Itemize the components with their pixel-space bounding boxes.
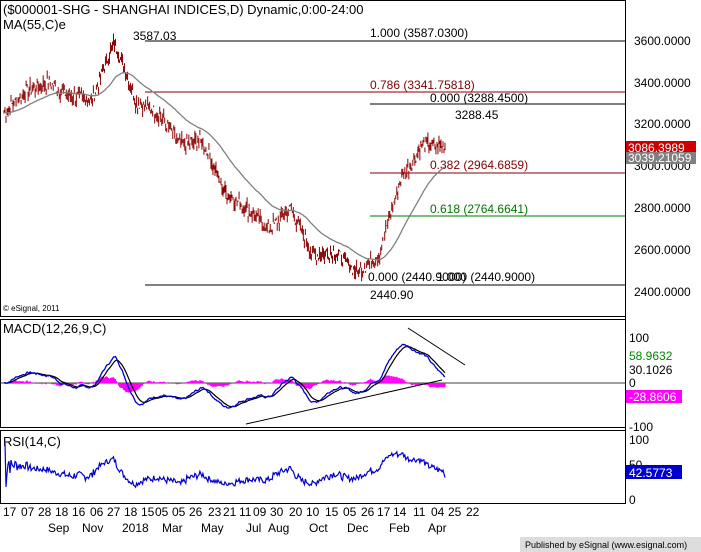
- rsi-value: 42.5773: [629, 466, 673, 480]
- price-bars: [3, 33, 446, 282]
- price-y-axis: 3600.0000 3400.0000 3200.0000 3000.0000 …: [634, 34, 691, 299]
- fib-label: 0.618 (2764.6641): [430, 202, 528, 216]
- x-day-label: 17: [377, 505, 391, 519]
- x-day-label: 04: [431, 505, 445, 519]
- rsi-panel: [0, 430, 626, 504]
- x-day-label: 09: [253, 505, 267, 519]
- macd-y-axis: 100 0 -100: [629, 331, 653, 434]
- current-ma-box: [626, 152, 696, 164]
- macd-title: MACD(12,26,9,C): [3, 321, 106, 336]
- x-day-label: 18: [124, 505, 138, 519]
- rsi-tick: 100: [629, 433, 649, 447]
- rsi-title: RSI(14,C): [3, 434, 61, 449]
- x-month-label: Sep: [48, 521, 70, 535]
- macd-value-hist: -28.8606: [629, 390, 677, 404]
- x-day-label: 10: [306, 505, 320, 519]
- x-month-label: Aug: [268, 521, 289, 535]
- ma-line: [3, 71, 446, 261]
- rsi-line: [4, 442, 446, 489]
- x-month-label: Dec: [347, 521, 368, 535]
- x-axis-days: 17 07 28 18 16 06 27 18 15 05 05 26 23 21 11 09 30 20 10 15…: [3, 505, 480, 519]
- x-day-label: 05: [155, 505, 169, 519]
- fib-lines: [145, 40, 625, 286]
- macd-value-box-hist: [626, 390, 682, 403]
- annotation-high: 3587.03: [133, 29, 177, 43]
- x-day-label: 22: [466, 505, 480, 519]
- price-tick: 3200.0000: [634, 117, 691, 131]
- macd-value-box-macd: [626, 363, 682, 376]
- fib-label: 1.000 (2440.9000): [437, 270, 535, 284]
- x-month-label: Nov: [82, 521, 103, 535]
- fib-label: 0.382 (2964.6859): [430, 158, 528, 172]
- rsi-value-box: [626, 465, 682, 479]
- annotation-recent-high: 3288.45: [455, 108, 499, 122]
- x-day-label: 06: [90, 505, 104, 519]
- rsi-tick: 0: [629, 493, 636, 507]
- macd-value-macd: 30.1026: [629, 363, 673, 377]
- x-day-label: 20: [289, 505, 303, 519]
- x-month-label: Apr: [428, 521, 447, 535]
- price-tick: 3600.0000: [634, 34, 691, 48]
- current-price-label: 3086.3989: [628, 141, 685, 155]
- x-day-label: 28: [38, 505, 52, 519]
- x-day-label: 27: [107, 505, 121, 519]
- x-day-label: 23: [208, 505, 222, 519]
- x-day-label: 05: [343, 505, 357, 519]
- x-month-label: Mar: [162, 521, 183, 535]
- fib-label: 0.786 (3341.75818): [370, 78, 475, 92]
- annotation-low: 2440.90: [370, 288, 414, 302]
- x-day-label: 26: [189, 505, 203, 519]
- x-month-label: Jul: [246, 521, 261, 535]
- copyright-text: © eSignal, 2011: [3, 304, 60, 313]
- x-day-label: 30: [270, 505, 284, 519]
- current-ma-label: 3039.21059: [628, 151, 692, 165]
- macd-value-box-signal: [626, 349, 682, 362]
- fib-labels: 1.000 (3587.0300) 0.786 (3341.75818) 0.0…: [368, 26, 535, 284]
- x-day-label: 21: [223, 505, 237, 519]
- main-title: ($000001-SHG - SHANGHAI INDICES,D) Dynam…: [3, 2, 364, 17]
- macd-trendline-upper: [407, 327, 466, 366]
- macd-value-signal: 58.9632: [629, 349, 673, 363]
- price-tick: 2600.0000: [634, 243, 691, 257]
- price-tick: 2800.0000: [634, 201, 691, 215]
- footer-text: Published by eSignal (www.esignal.com): [525, 540, 687, 550]
- x-day-label: 14: [393, 505, 407, 519]
- footer-bar: [520, 537, 701, 552]
- fib-label: 0.000 (3288.4500): [430, 91, 528, 105]
- price-tick: 2400.0000: [634, 285, 691, 299]
- current-price-box: [626, 141, 696, 154]
- macd-trendline-lower: [245, 379, 443, 425]
- x-month-label: Feb: [389, 521, 410, 535]
- x-day-label: 26: [361, 505, 375, 519]
- macd-tick: 100: [629, 331, 649, 345]
- fib-label: 0.000 (2440.9000): [368, 270, 466, 284]
- x-day-label: 15: [325, 505, 339, 519]
- macd-tick: -100: [629, 420, 653, 434]
- x-axis-months: Sep Nov 2018 Mar May Jul Aug Oct Dec Feb Apr: [48, 521, 447, 535]
- x-day-label: 11: [413, 505, 426, 519]
- x-day-label: 16: [72, 505, 86, 519]
- macd-histogram: [4, 375, 446, 393]
- x-day-label: 15: [141, 505, 155, 519]
- x-day-label: 25: [448, 505, 462, 519]
- x-day-label: 05: [172, 505, 186, 519]
- macd-line: [3, 343, 446, 409]
- x-month-label: Oct: [309, 521, 328, 535]
- x-month-label: 2018: [122, 521, 149, 535]
- macd-signal-line: [3, 345, 446, 408]
- x-day-label: 17: [3, 505, 17, 519]
- fib-label: 1.000 (3587.0300): [370, 26, 468, 40]
- ma-label: MA(55,C)e: [3, 17, 66, 32]
- macd-tick: 0: [629, 376, 636, 390]
- x-month-label: May: [201, 521, 224, 535]
- price-tick: 3400.0000: [634, 76, 691, 90]
- x-day-label: 11: [239, 505, 252, 519]
- x-day-label: 07: [21, 505, 35, 519]
- x-day-label: 18: [55, 505, 69, 519]
